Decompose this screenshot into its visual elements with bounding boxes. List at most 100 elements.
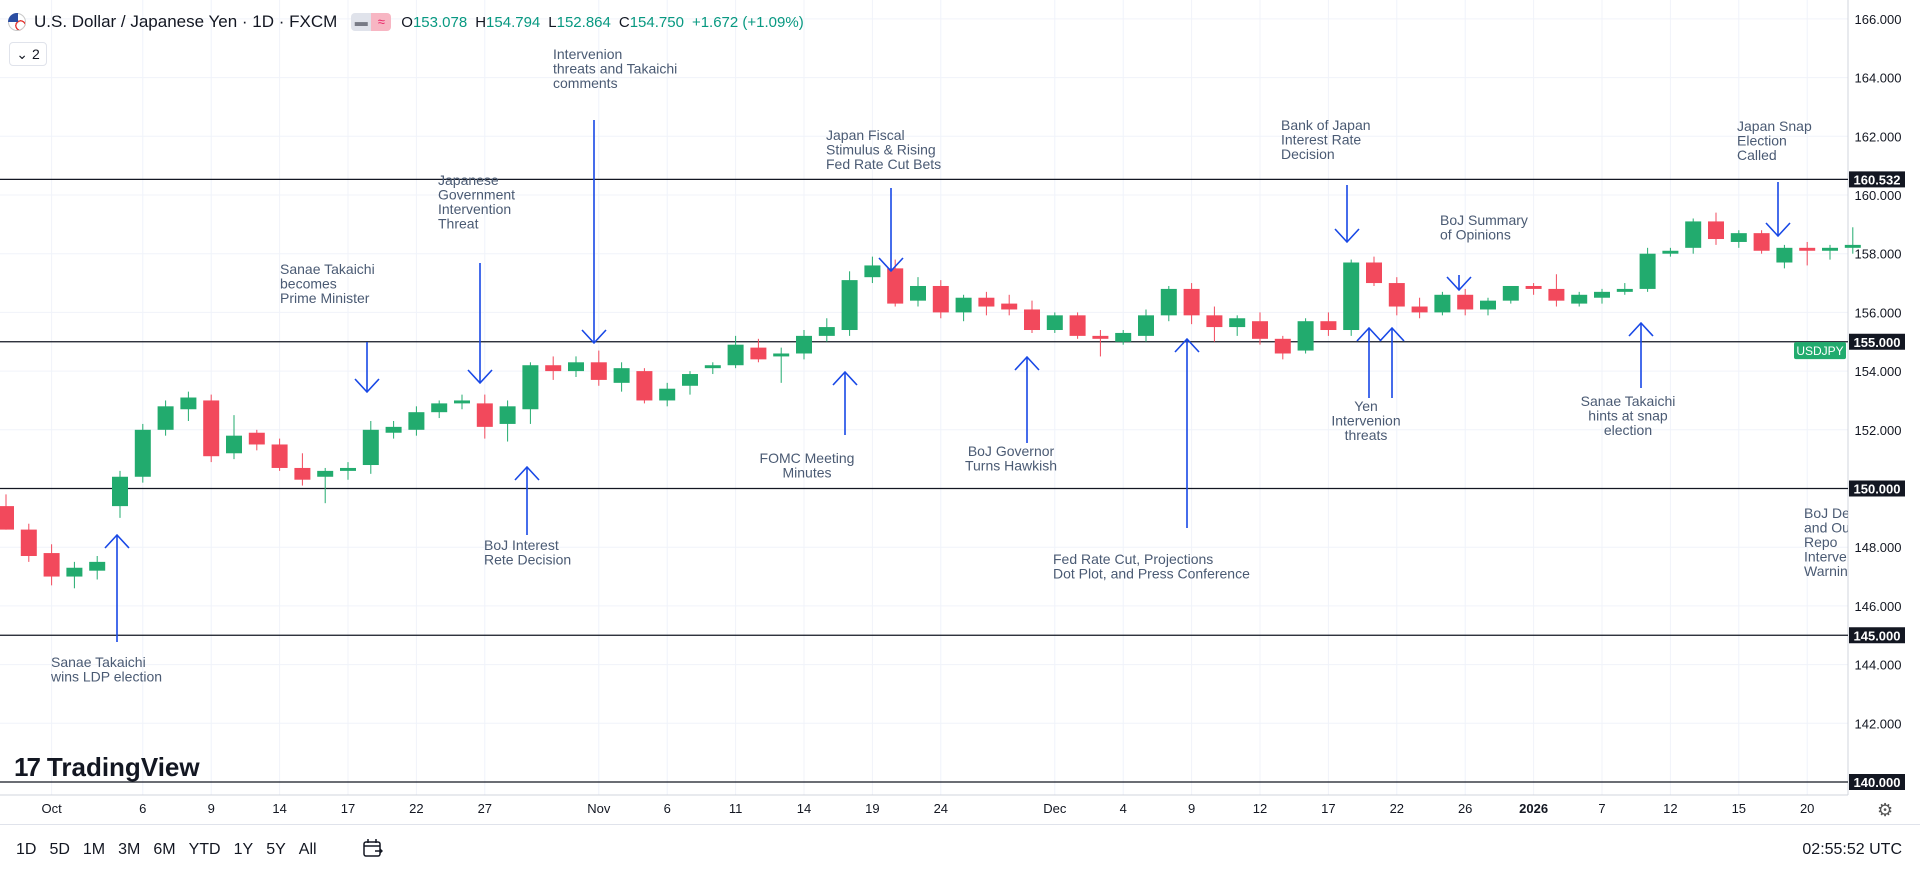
settings-gear-icon[interactable]: ⚙ xyxy=(1877,800,1894,820)
candle-body xyxy=(613,368,630,383)
candle-body xyxy=(248,432,265,445)
annotation-text: Japanese xyxy=(438,172,499,188)
annotation-text: Fed Rate Cut, Projections xyxy=(1053,551,1213,567)
candle xyxy=(1594,288,1610,304)
annotation-text: threats xyxy=(1345,427,1388,443)
candle-body xyxy=(545,365,562,372)
x-tick-label: 17 xyxy=(341,801,355,816)
price-axis[interactable]: 140.000 142.000 144.000 146.000 148.000 150.0… xyxy=(1794,12,1905,790)
utc-clock[interactable]: 02:55:52 UTC xyxy=(1802,841,1902,858)
annotation-text: Dot Plot, and Press Conference xyxy=(1053,566,1250,582)
candle-body xyxy=(1160,288,1177,316)
candle xyxy=(157,400,174,436)
candle xyxy=(1799,241,1816,266)
candle xyxy=(978,291,995,316)
candle-body xyxy=(1343,262,1360,331)
x-tick-label: Oct xyxy=(41,801,62,816)
range-button-5d[interactable]: 5D xyxy=(49,841,70,858)
candle-body xyxy=(340,467,356,471)
candle-body xyxy=(1548,288,1565,301)
candle xyxy=(1457,288,1474,316)
candle-body xyxy=(1024,309,1040,331)
pill-left[interactable]: ▬ xyxy=(351,13,372,31)
candle xyxy=(1616,283,1633,295)
range-button-all[interactable]: All xyxy=(298,841,317,858)
annotation-text: Threat xyxy=(438,216,479,232)
annotation-text: Government xyxy=(438,187,515,203)
candle-body xyxy=(818,327,835,336)
annotation-text: Intervenion xyxy=(1331,413,1400,429)
range-button-3m[interactable]: 3M xyxy=(118,841,141,858)
level-price-label: 150.000 xyxy=(1854,482,1901,497)
symbol-title[interactable]: U.S. Dollar / Japanese Yen · 1D · FXCM xyxy=(34,12,338,31)
arrow-head xyxy=(1334,228,1360,244)
candle-body xyxy=(1046,315,1063,331)
candle xyxy=(20,523,37,562)
candle-body xyxy=(864,265,881,278)
calendar-goto-icon[interactable] xyxy=(362,838,384,858)
range-button-5y[interactable]: 5Y xyxy=(266,841,286,858)
candle xyxy=(271,438,288,471)
indicator-pill[interactable]: ▬ ≈ xyxy=(351,13,392,31)
annotation-arrow xyxy=(1334,185,1360,244)
annotation-text: Interest Rate xyxy=(1281,132,1361,148)
candle xyxy=(910,277,926,307)
level-price-tag xyxy=(1849,627,1905,644)
x-tick-label: 12 xyxy=(1663,801,1677,816)
candle xyxy=(1046,312,1063,333)
annotation-arrow xyxy=(1014,355,1040,443)
candle xyxy=(0,494,14,530)
candle xyxy=(1411,297,1428,319)
candle-body xyxy=(841,280,858,331)
x-tick-label: 6 xyxy=(139,801,146,816)
time-axis[interactable]: Oct 6 9 14 17 22 27 Nov 6 11 14 19 24 Dec 4 9 12 17 22 26 20… xyxy=(41,801,1814,816)
annotation-text: Turns Hawkish xyxy=(965,458,1057,474)
candle xyxy=(955,294,972,322)
range-button-ytd[interactable]: YTD xyxy=(188,841,221,858)
candle xyxy=(180,391,197,421)
candle-body xyxy=(317,470,334,477)
candle-body xyxy=(796,335,812,354)
candle-body xyxy=(1662,250,1679,254)
level-price-label: 140.000 xyxy=(1854,775,1901,790)
candle xyxy=(1571,291,1588,307)
arrow-head xyxy=(104,533,130,549)
arrow-head xyxy=(1628,321,1654,337)
candle-body xyxy=(362,429,379,466)
range-button-1m[interactable]: 1M xyxy=(82,841,106,858)
tradingview-logo[interactable]: 17 TradingView xyxy=(14,752,200,783)
range-button-6m[interactable]: 6M xyxy=(153,841,176,858)
level-price-label: 155.000 xyxy=(1854,335,1901,350)
y-tick-label: 166.000 xyxy=(1855,12,1902,27)
candle xyxy=(431,400,448,419)
range-button-1d[interactable]: 1D xyxy=(16,841,37,858)
x-tick-label: 7 xyxy=(1598,801,1605,816)
annotation-arrow xyxy=(581,120,607,345)
chevron-down-icon: ⌄ xyxy=(16,45,28,62)
annotation-text: BoJ Summary xyxy=(1440,212,1528,228)
range-button-1y[interactable]: 1Y xyxy=(233,841,254,858)
ohlc-low: L152.864 xyxy=(548,13,611,31)
layers-toggle[interactable]: ⌄ 2 xyxy=(9,42,47,66)
pill-right[interactable]: ≈ xyxy=(371,13,392,31)
candle-body xyxy=(1183,288,1200,316)
candle-body xyxy=(20,529,37,557)
candle-body xyxy=(89,561,106,571)
candle-body xyxy=(499,406,516,424)
